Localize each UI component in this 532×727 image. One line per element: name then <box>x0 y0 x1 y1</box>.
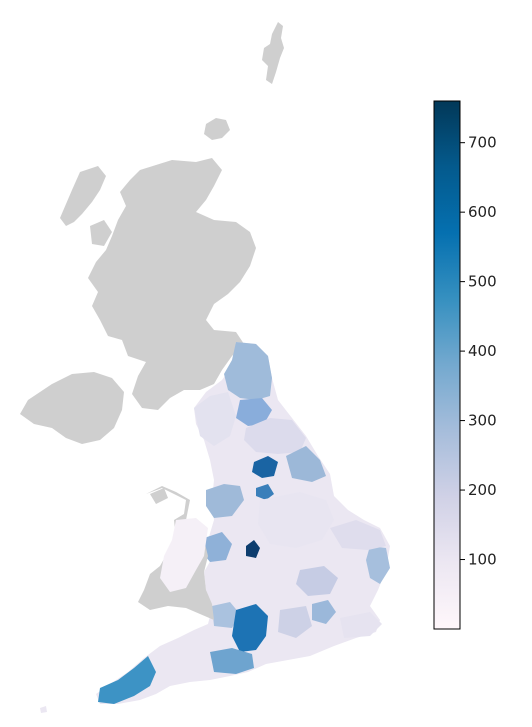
region-hertfordshire <box>296 566 338 596</box>
region-cornwall <box>98 656 156 704</box>
region-cheshire <box>202 532 232 562</box>
scilly-islands <box>40 706 47 713</box>
region-sheffield <box>256 484 274 500</box>
anglesey-island <box>150 488 168 504</box>
region-norfolk <box>330 520 386 550</box>
england-regions <box>96 342 390 704</box>
region-lancashire <box>206 484 244 518</box>
skye-island <box>90 220 112 246</box>
colorbar-tick-label: 700 <box>468 134 497 152</box>
scotland-islands <box>60 22 284 246</box>
region-leeds <box>252 456 278 478</box>
colorbar-tick-label: 300 <box>468 412 497 430</box>
region-midlands <box>258 492 334 548</box>
region-birmingham <box>246 540 260 558</box>
region-wiltshire <box>232 604 268 652</box>
colorbar-tick-label: 100 <box>468 551 497 569</box>
hebrides-islands <box>60 166 106 226</box>
northern-ireland <box>20 372 124 444</box>
region-north-yorkshire <box>244 418 306 454</box>
region-london <box>312 600 336 624</box>
region-kent <box>340 612 382 638</box>
colorbar-ticks: 100 200 300 400 500 600 700 <box>460 134 497 569</box>
region-east-riding <box>286 446 326 482</box>
region-dorset <box>210 648 254 674</box>
region-durham <box>236 398 272 426</box>
orkney-islands <box>204 118 230 140</box>
wales-border-light <box>160 518 208 592</box>
region-gloucestershire <box>212 602 240 628</box>
shetland-islands <box>262 22 284 84</box>
region-northumberland <box>224 342 272 400</box>
colorbar-tick-label: 200 <box>468 481 497 499</box>
region-cumbria <box>194 392 236 446</box>
colorbar-gradient <box>433 100 461 630</box>
scotland-mainland <box>88 158 256 410</box>
colorbar-tick-label: 500 <box>468 273 497 291</box>
colorbar-tick-label: 600 <box>468 203 497 221</box>
region-surrey <box>278 606 312 638</box>
region-suffolk <box>366 546 390 584</box>
colorbar-tick-label: 400 <box>468 342 497 360</box>
